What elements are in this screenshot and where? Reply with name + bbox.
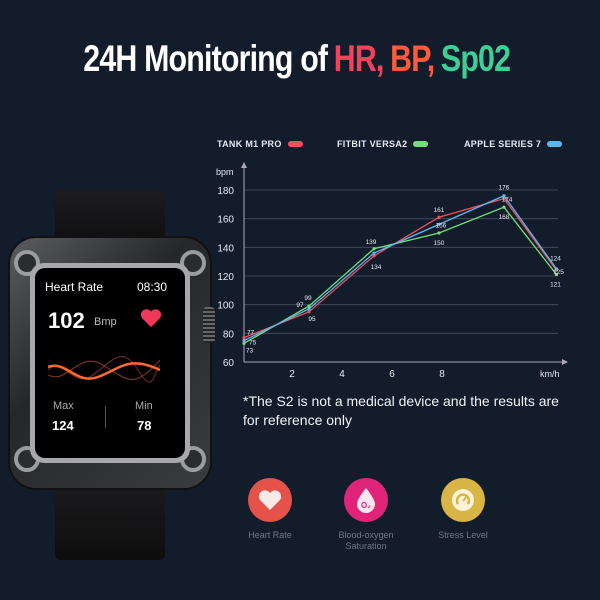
feature-blood-oxygen: O₂ Blood-oxygen Saturation — [316, 478, 416, 552]
svg-text:O₂: O₂ — [361, 501, 371, 510]
y-tick-label: 140 — [217, 243, 234, 254]
legend-item-apple: APPLE SERIES 7 — [464, 139, 563, 149]
x-axis-label: km/h — [540, 369, 560, 379]
data-point — [307, 307, 311, 311]
data-label: 75 — [249, 340, 257, 347]
data-point — [242, 338, 246, 343]
x-tick-label: 8 — [439, 369, 445, 380]
data-label: 168 — [499, 214, 510, 221]
watch-crown — [203, 307, 215, 343]
data-point — [242, 341, 246, 345]
y-tick-label: 60 — [223, 358, 235, 369]
data-label: 125 — [553, 269, 564, 276]
series-line-0 — [243, 197, 558, 339]
data-point — [372, 247, 376, 251]
y-axis-arrow-icon — [241, 162, 247, 168]
legend-item-tank: TANK M1 PRO — [217, 139, 303, 149]
legend-item-fitbit: FITBIT VERSA2 — [337, 139, 429, 149]
watch-band-bottom — [55, 480, 165, 560]
heart-wave-graphic — [48, 356, 160, 383]
data-label: 95 — [308, 316, 316, 323]
data-label: 121 — [550, 282, 561, 289]
y-tick-label: 80 — [223, 329, 235, 340]
watch-screen — [35, 268, 185, 458]
y-tick-label: 100 — [217, 301, 234, 312]
data-point — [307, 304, 311, 308]
data-label: 124 — [550, 255, 561, 262]
legend-label: APPLE SERIES 7 — [464, 139, 542, 149]
x-tick-label: 4 — [339, 369, 345, 380]
headline-hr: HR, — [333, 38, 385, 79]
data-point — [437, 222, 441, 226]
headline-text: 24H Monitoring of — [83, 38, 328, 79]
x-axis-arrow-icon — [562, 359, 568, 365]
legend-label: FITBIT VERSA2 — [337, 139, 408, 149]
series-line-2 — [243, 194, 558, 342]
oxygen-drop-icon: O₂ — [344, 478, 388, 522]
legend-swatch — [413, 141, 429, 147]
screen-time: 08:30 — [137, 280, 168, 294]
heart-rate-unit: Bmp — [94, 316, 117, 328]
feature-heart-rate: Heart Rate — [220, 478, 320, 541]
data-point — [554, 267, 559, 271]
legend-swatch — [547, 141, 563, 147]
legend-swatch — [287, 141, 303, 147]
screen-title: Heart Rate — [45, 280, 104, 294]
x-tick-label: 6 — [389, 369, 395, 380]
data-point — [307, 310, 311, 314]
feature-label: Stress Level — [438, 530, 488, 540]
data-label: 176 — [499, 185, 510, 192]
y-tick-label: 120 — [217, 272, 234, 283]
data-label: 156 — [436, 222, 447, 229]
data-point — [242, 336, 246, 340]
data-point — [502, 205, 506, 209]
data-point — [437, 215, 441, 219]
data-point — [372, 251, 376, 255]
heart-icon — [140, 309, 162, 328]
y-axis-label: bpm — [216, 167, 234, 177]
divider — [105, 406, 106, 428]
gauge-icon — [441, 478, 485, 522]
min-label: Min — [135, 400, 153, 412]
data-label: 134 — [371, 264, 382, 271]
data-point — [502, 194, 506, 198]
y-tick-label: 160 — [217, 215, 234, 226]
data-point — [372, 254, 376, 258]
headline: 24H Monitoring of HR, BP, Sp02 — [54, 38, 546, 80]
data-label: 150 — [434, 240, 445, 247]
min-value: 78 — [137, 418, 152, 433]
data-label: 161 — [434, 207, 445, 214]
legend-label: TANK M1 PRO — [217, 139, 282, 149]
data-label: 139 — [366, 239, 377, 246]
heart-icon — [248, 478, 292, 522]
headline-spo2: Sp02 — [440, 38, 511, 79]
max-value: 124 — [52, 418, 74, 433]
data-label: 97 — [296, 302, 304, 309]
y-tick-label: 180 — [217, 186, 234, 197]
data-point — [554, 272, 559, 277]
feature-label: Blood-oxygen Saturation — [338, 530, 394, 551]
heart-rate-value: 102 — [48, 308, 85, 333]
data-point — [437, 231, 441, 235]
max-label: Max — [53, 400, 74, 412]
feature-stress-level: Stress Level — [413, 478, 513, 541]
disclaimer-note: *The S2 is not a medical device and the … — [243, 393, 559, 428]
data-label: 73 — [246, 347, 254, 354]
data-label: 99 — [304, 295, 312, 302]
data-label: 77 — [247, 330, 255, 337]
feature-label: Heart Rate — [248, 530, 292, 540]
x-tick-label: 2 — [289, 369, 295, 380]
series-line-1 — [243, 206, 558, 344]
headline-bp: BP, — [390, 38, 435, 79]
